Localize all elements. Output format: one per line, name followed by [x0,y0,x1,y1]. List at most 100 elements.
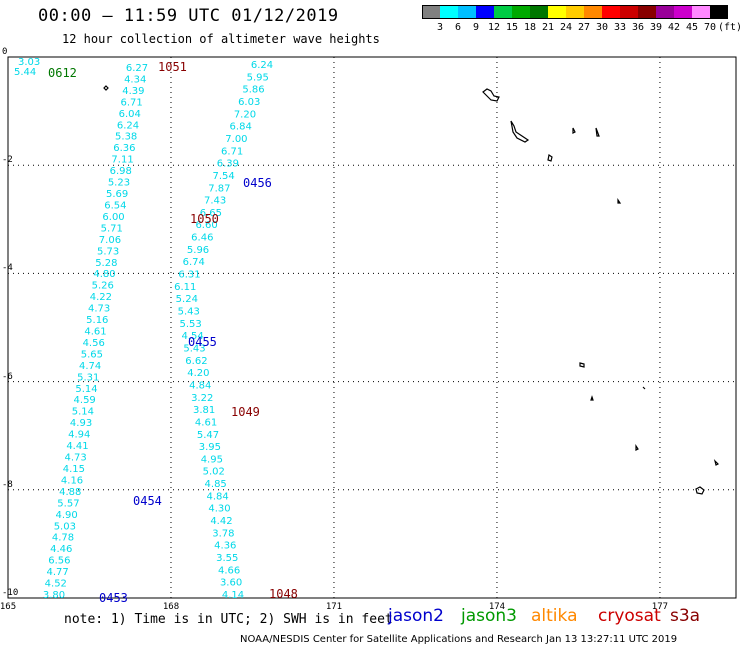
track-a-value: 4.46 [50,544,72,555]
corner-value: 5.44 [14,67,36,78]
legend-jason3: jason3 [461,606,517,626]
track-a-value: 5.65 [81,349,103,360]
corner-value: 3.03 [18,57,40,68]
colorbar-label: 21 [541,22,555,33]
legend-jason2: jason2 [388,606,444,626]
track-a-value: 7.06 [99,235,121,246]
x-tick-label: 165 [0,602,17,612]
pass-time-label: 0454 [133,494,162,508]
track-b-value: 6.46 [191,233,213,244]
colorbar-label: 24 [559,22,573,33]
track-b-value: 7.20 [234,109,256,120]
track-a-value: 4.90 [55,510,77,521]
track-a-value: 4.78 [52,533,74,544]
track-b-value: 7.43 [204,196,226,207]
pass-time-label: 1051 [158,60,187,74]
track-b-value: 3.22 [191,393,213,404]
island-outline [103,85,109,91]
colorbar-label: 70 [703,22,717,33]
island-outline [482,88,500,102]
track-b-value: 4.30 [208,504,230,515]
island-outline [617,198,622,204]
y-tick-label: -4 [2,263,13,274]
colorbar-swatch [512,5,530,19]
track-a-value: 5.14 [72,407,94,418]
colorbar-swatch [674,5,692,19]
x-tick-label: 177 [651,602,669,612]
chart-title: 00:00 – 11:59 UTC 01/12/2019 [38,6,339,26]
track-b-value: 3.78 [212,528,234,539]
y-tick-label: 0 [2,47,8,57]
track-b-value: 3.55 [216,553,238,564]
plot-frame [7,56,737,599]
colorbar-swatch [566,5,584,19]
colorbar-label: 36 [631,22,645,33]
track-a-value: 5.69 [106,189,128,200]
track-b-value: 6.65 [200,208,222,219]
colorbar-label: 27 [577,22,591,33]
track-b-value: 7.87 [208,183,230,194]
track-a-value: 6.27 [126,63,148,74]
track-a-value: 5.23 [108,178,130,189]
colorbar-swatch [548,5,566,19]
y-tick-label: -10 [2,588,19,598]
track-a-value: 5.14 [75,384,97,395]
track-b-value: 5.43 [178,307,200,318]
island-outline [695,486,705,495]
track-a-value: 6.00 [102,212,124,223]
colorbar-swatch [584,5,602,19]
pass-time-label: 1049 [231,405,260,419]
track-b-value: 3.81 [193,405,215,416]
track-b-value: 5.53 [180,319,202,330]
colorbar-swatch [422,5,440,19]
island-outline [547,154,553,162]
track-a-value: 4.73 [88,304,110,315]
colorbar-swatch [602,5,620,19]
track-a-value: 5.73 [97,246,119,257]
track-a-value: 5.03 [54,521,76,532]
track-b-value: 4.85 [205,479,227,490]
track-b-value: 5.02 [203,467,225,478]
track-b-value: 5.43 [183,343,205,354]
track-b-value: 4.54 [181,331,203,342]
colorbar-label: 18 [523,22,537,33]
colorbar-swatch [530,5,548,19]
colorbar-label: 9 [472,22,480,33]
island-outline [635,444,639,451]
track-a-value: 6.98 [110,166,132,177]
pass-time-label: 1050 [190,212,219,226]
x-tick-label: 168 [162,602,180,612]
track-a-value: 6.56 [48,556,70,567]
x-tick-label: 174 [488,602,506,612]
track-a-value: 6.36 [113,143,135,154]
track-b-value: 4.42 [210,516,232,527]
track-a-value: 5.57 [57,498,79,509]
track-b-value: 5.47 [197,430,219,441]
track-a-value: 3.80 [43,590,65,601]
track-a-value: 5.38 [115,132,137,143]
track-b-value: 7.54 [212,171,234,182]
track-a-value: 6.71 [120,97,142,108]
colorbar-swatch [458,5,476,19]
track-a-value: 4.80 [93,269,115,280]
colorbar-label: 33 [613,22,627,33]
track-b-value: 6.71 [221,146,243,157]
colorbar-label: 39 [649,22,663,33]
pass-time-label: 0612 [48,66,77,80]
track-b-value: 7.00 [225,134,247,145]
track-b-value: 6.11 [174,282,196,293]
track-b-value: 6.31 [178,270,200,281]
colorbar-swatch [440,5,458,19]
colorbar-label: 30 [595,22,609,33]
legend-s3a: s3a [670,606,701,626]
track-b-value: 5.96 [187,245,209,256]
track-b-value: 5.95 [247,72,269,83]
island-outline [642,386,646,390]
colorbar-label: 45 [685,22,699,33]
colorbar-swatch [710,5,728,19]
track-a-value: 5.16 [86,315,108,326]
legend-altika: altika [531,606,578,626]
track-a-value: 6.54 [104,200,126,211]
track-a-value: 5.71 [101,223,123,234]
